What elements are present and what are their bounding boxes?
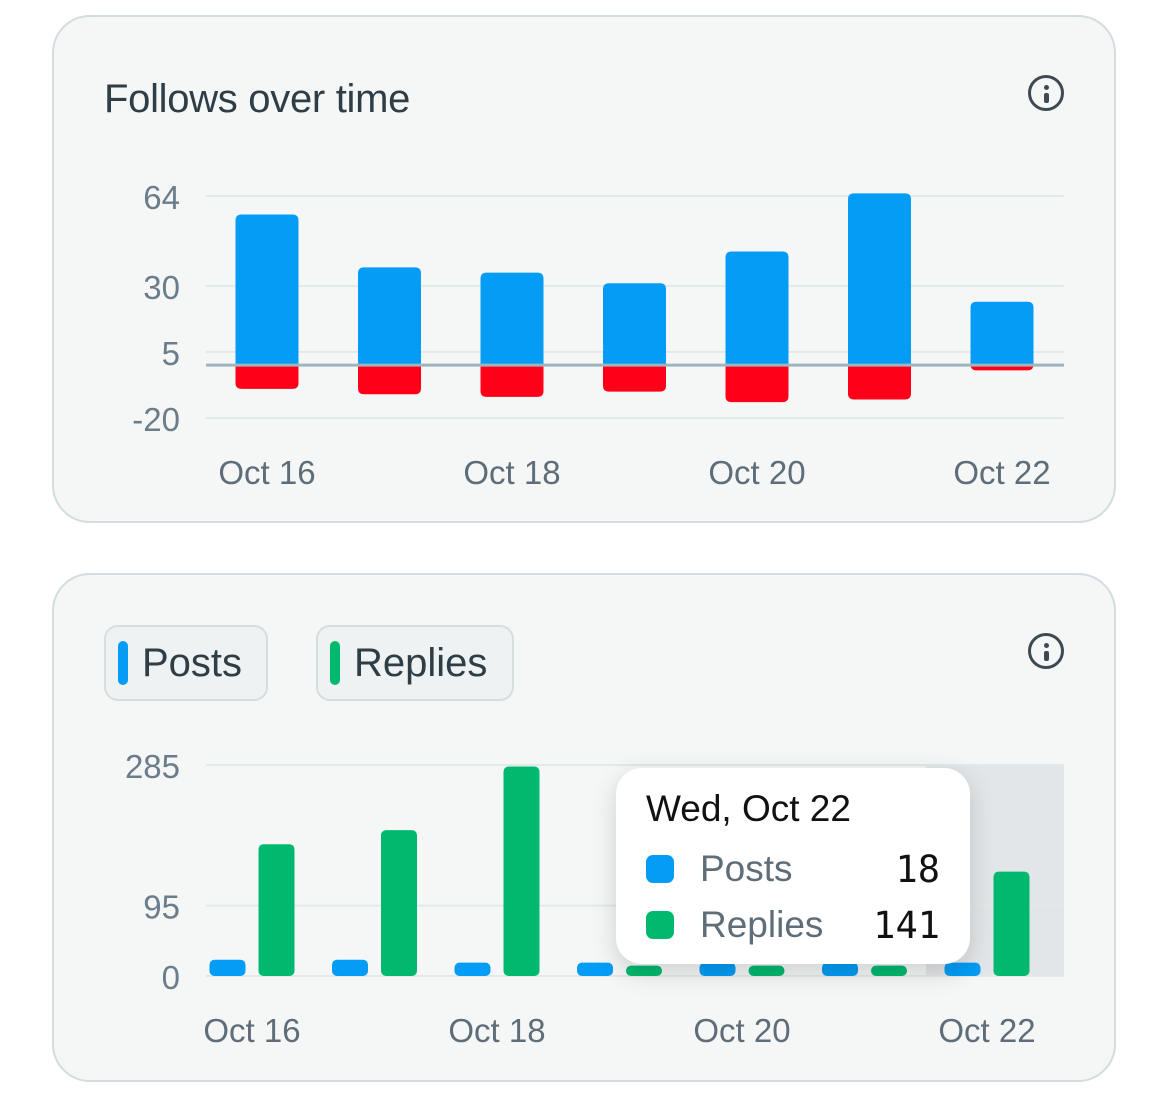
- x-tick-label-oct-22: Oct 22: [938, 1012, 1035, 1049]
- y-tick-label-5: 5: [162, 335, 180, 372]
- follows-bar-oct-20: [725, 251, 789, 366]
- tooltip-row-replies: Replies 141: [646, 904, 940, 947]
- unfollows-bar-oct-21: [848, 365, 911, 400]
- posts-bar-oct-16: [209, 959, 246, 976]
- tooltip-label-replies: Replies: [700, 904, 824, 945]
- x-tick-label-oct-18: Oct 18: [463, 454, 560, 491]
- unfollows-bar-oct-20: [725, 365, 789, 403]
- follows-chart: 64 30 5 -20 Oct 16 Oct 18 Oct 20 Oct 22: [132, 179, 1064, 491]
- y-tick-label-30: 30: [143, 269, 180, 306]
- tooltip-swatch-posts: [646, 855, 674, 883]
- tooltip-value-replies: 141: [873, 904, 940, 947]
- tooltip-label-posts: Posts: [700, 848, 793, 889]
- posts-bar-oct-22: [944, 962, 981, 976]
- info-icon-stem: [1044, 651, 1049, 661]
- posts-bar-oct-20: [699, 962, 736, 976]
- replies-bar-oct-20: [748, 965, 785, 976]
- unfollows-bar-oct-17: [358, 365, 421, 395]
- replies-bar-oct-22: [993, 871, 1030, 976]
- follows-card-title: Follows over time: [104, 77, 411, 121]
- unfollows-bar-oct-19: [603, 365, 666, 392]
- follows-bar-oct-19: [603, 283, 666, 366]
- replies-bar-oct-16: [258, 844, 295, 976]
- replies-bar-oct-21: [871, 965, 907, 976]
- tooltip-swatch-replies: [646, 911, 674, 939]
- tooltip-row-posts: Posts 18: [646, 848, 940, 891]
- x-tick-label-oct-16: Oct 16: [203, 1012, 300, 1049]
- follows-bar-oct-18: [480, 272, 544, 366]
- x-tick-label-oct-16: Oct 16: [218, 454, 315, 491]
- activity-card: Posts Replies 285 95 0 Oct 16 Oct 18 Oct 20 Oc…: [52, 573, 1116, 1082]
- tooltip-value-posts: 18: [895, 848, 940, 891]
- info-icon[interactable]: [1028, 633, 1064, 669]
- follows-bar-oct-16: [235, 214, 299, 366]
- posts-bar-oct-18: [454, 962, 491, 976]
- legend-label-posts: Posts: [142, 640, 243, 685]
- legend-chip-replies[interactable]: Replies: [316, 625, 514, 701]
- posts-bar-oct-21: [822, 962, 858, 976]
- legend-chip-posts[interactable]: Posts: [104, 625, 268, 701]
- posts-bar-oct-17: [332, 959, 368, 976]
- tooltip-date: Wed, Oct 22: [646, 788, 851, 829]
- info-icon-stem: [1044, 93, 1049, 103]
- info-icon-dot: [1044, 643, 1049, 648]
- x-tick-label-oct-18: Oct 18: [448, 1012, 545, 1049]
- info-icon[interactable]: [1028, 75, 1064, 111]
- unfollows-bar-oct-18: [480, 365, 544, 397]
- posts-swatch: [118, 641, 128, 685]
- x-tick-label-oct-20: Oct 20: [708, 454, 805, 491]
- follows-bar-oct-21: [848, 193, 911, 366]
- info-icon-dot: [1044, 85, 1049, 90]
- y-tick-label-95: 95: [143, 889, 180, 926]
- replies-bar-oct-17: [381, 830, 417, 976]
- posts-bar-oct-19: [577, 962, 613, 976]
- legend-label-replies: Replies: [354, 640, 488, 685]
- y-tick-label-64: 64: [143, 179, 180, 216]
- replies-bar-oct-19: [626, 965, 662, 976]
- x-tick-label-oct-22: Oct 22: [953, 454, 1050, 491]
- follows-bar-oct-22: [970, 301, 1034, 366]
- follows-card: Follows over time 64 30 5 -20 Oct 16 Oct 18 Oc…: [52, 15, 1116, 523]
- y-tick-label-0: 0: [162, 959, 180, 996]
- replies-swatch: [330, 641, 340, 685]
- y-tick-label-285: 285: [125, 748, 180, 785]
- replies-bar-oct-18: [503, 766, 540, 976]
- unfollows-bar-oct-16: [235, 365, 299, 389]
- x-tick-label-oct-20: Oct 20: [693, 1012, 790, 1049]
- chart-tooltip: Wed, Oct 22 Posts 18 Replies 141: [616, 768, 970, 964]
- follows-bar-oct-17: [358, 267, 421, 366]
- y-tick-label--20: -20: [132, 401, 180, 438]
